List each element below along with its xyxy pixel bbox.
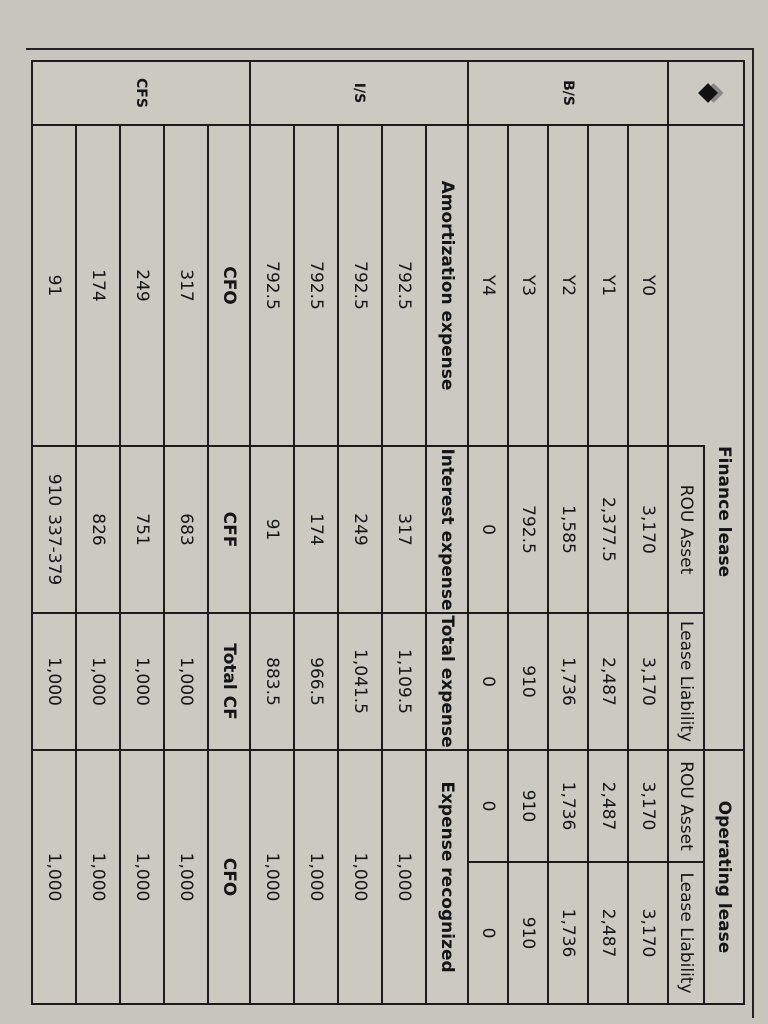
cell: 174 — [76, 125, 120, 446]
cell: 1,736 — [548, 750, 588, 862]
cell: 910 — [508, 750, 548, 862]
cell: 683 — [164, 446, 208, 613]
cell: 1,000 — [76, 613, 120, 750]
table-row: 317 683 1,000 1,000 — [164, 61, 208, 1004]
section-is: I/S — [250, 61, 468, 125]
cell: 1,736 — [548, 862, 588, 1004]
cell: 910 — [508, 613, 548, 750]
cell: 174 — [294, 446, 338, 613]
cfs-header-row: CFS CFO CFF Total CF CFO — [32, 61, 250, 1004]
cell: 249 — [338, 446, 382, 613]
cell: 1,041.5 — [338, 613, 382, 750]
lease-comparison-table: Finance lease Operating lease ROU Asset … — [31, 60, 745, 1005]
cell: 792.5 — [338, 125, 382, 446]
table-row: 91 910 337-379 1,000 1,000 — [32, 61, 76, 1004]
table-row: 174 826 1,000 1,000 — [76, 61, 120, 1004]
column-header: CFF — [208, 446, 250, 613]
year-cell: Y3 — [508, 125, 548, 446]
cell: 317 — [382, 446, 426, 613]
column-header: CFO — [208, 125, 250, 446]
table-row: Y3 792.5 910 910 910 — [508, 61, 548, 1004]
op-ll-header: Lease Liability — [668, 862, 704, 1004]
cell: 751 — [120, 446, 164, 613]
fin-ll-header: Lease Liability — [668, 613, 704, 750]
section-cfs: CFS — [32, 61, 250, 125]
table-row: Y1 2,377.5 2,487 2,487 2,487 — [588, 61, 628, 1004]
cell: 0 — [468, 750, 508, 862]
cell: 792.5 — [250, 125, 294, 446]
cell: 1,109.5 — [382, 613, 426, 750]
cell: 792.5 — [294, 125, 338, 446]
table-row: Y2 1,585 1,736 1,736 1,736 — [548, 61, 588, 1004]
cell: 249 — [120, 125, 164, 446]
cell: 1,585 — [548, 446, 588, 613]
cell: 0 — [468, 862, 508, 1004]
fin-rou-header: ROU Asset — [668, 446, 704, 613]
cell: 792.5 — [382, 125, 426, 446]
cell: 3,170 — [628, 862, 668, 1004]
section-bs: B/S — [468, 61, 668, 125]
operating-lease-header: Operating lease — [704, 750, 744, 1004]
cell: 1,000 — [382, 750, 426, 1004]
cell: 1,000 — [32, 613, 76, 750]
table-row: 792.5 91 883.5 1,000 — [250, 61, 294, 1004]
table-row: 792.5 174 966.5 1,000 — [294, 61, 338, 1004]
cell: 966.5 — [294, 613, 338, 750]
cell: 1,000 — [338, 750, 382, 1004]
cell: 1,000 — [120, 750, 164, 1004]
table-row: B/S Y0 3,170 3,170 3,170 3,170 — [468, 61, 668, 1004]
year-cell: Y4 — [468, 125, 508, 446]
year-cell: Y2 — [548, 125, 588, 446]
cell: 3,170 — [628, 613, 668, 750]
cell: 2,487 — [588, 750, 628, 862]
cell: 883.5 — [250, 613, 294, 750]
corner-cell — [668, 61, 744, 125]
cell: 2,487 — [588, 862, 628, 1004]
cell: 91 — [250, 446, 294, 613]
cell: 1,000 — [294, 750, 338, 1004]
table-row: Y4 0 0 0 0 — [468, 61, 508, 1004]
op-rou-header: ROU Asset — [668, 750, 704, 862]
cell: 792.5 — [508, 446, 548, 613]
cell: 2,377.5 — [588, 446, 628, 613]
handwritten-note: 337-379 — [44, 514, 64, 586]
cell: 2,487 — [588, 613, 628, 750]
cell: 317 — [164, 125, 208, 446]
cell: 1,000 — [120, 613, 164, 750]
cell: 3,170 — [628, 446, 668, 613]
cff-value: 910 — [44, 473, 64, 507]
column-header: CFO — [208, 750, 250, 1004]
cell: 0 — [468, 446, 508, 613]
column-header: Interest expense — [426, 446, 468, 613]
column-header: Expense recognized — [426, 750, 468, 1004]
cell: 910 — [508, 862, 548, 1004]
diamond-icon — [698, 83, 718, 103]
table-row: 792.5 249 1,041.5 1,000 — [338, 61, 382, 1004]
table-row: 792.5 317 1,109.5 1,000 — [382, 61, 426, 1004]
cell: 1,736 — [548, 613, 588, 750]
column-header: Total CF — [208, 613, 250, 750]
cell: 91 — [32, 125, 76, 446]
table-row: 249 751 1,000 1,000 — [120, 61, 164, 1004]
cell: 1,000 — [76, 750, 120, 1004]
cell: 1,000 — [32, 750, 76, 1004]
is-header-row: I/S Amortization expense Interest expens… — [250, 61, 468, 1004]
cell: 826 — [76, 446, 120, 613]
column-header: Total expense — [426, 613, 468, 750]
column-header: Amortization expense — [426, 125, 468, 446]
cell: 3,170 — [628, 750, 668, 862]
year-cell: Y1 — [588, 125, 628, 446]
cell: 0 — [468, 613, 508, 750]
cell: 1,000 — [164, 750, 208, 1004]
cell: 910 337-379 — [32, 446, 76, 613]
cell: 1,000 — [164, 613, 208, 750]
finance-lease-header: Finance lease — [704, 446, 744, 750]
year-cell: Y0 — [628, 125, 668, 446]
cell: 1,000 — [250, 750, 294, 1004]
